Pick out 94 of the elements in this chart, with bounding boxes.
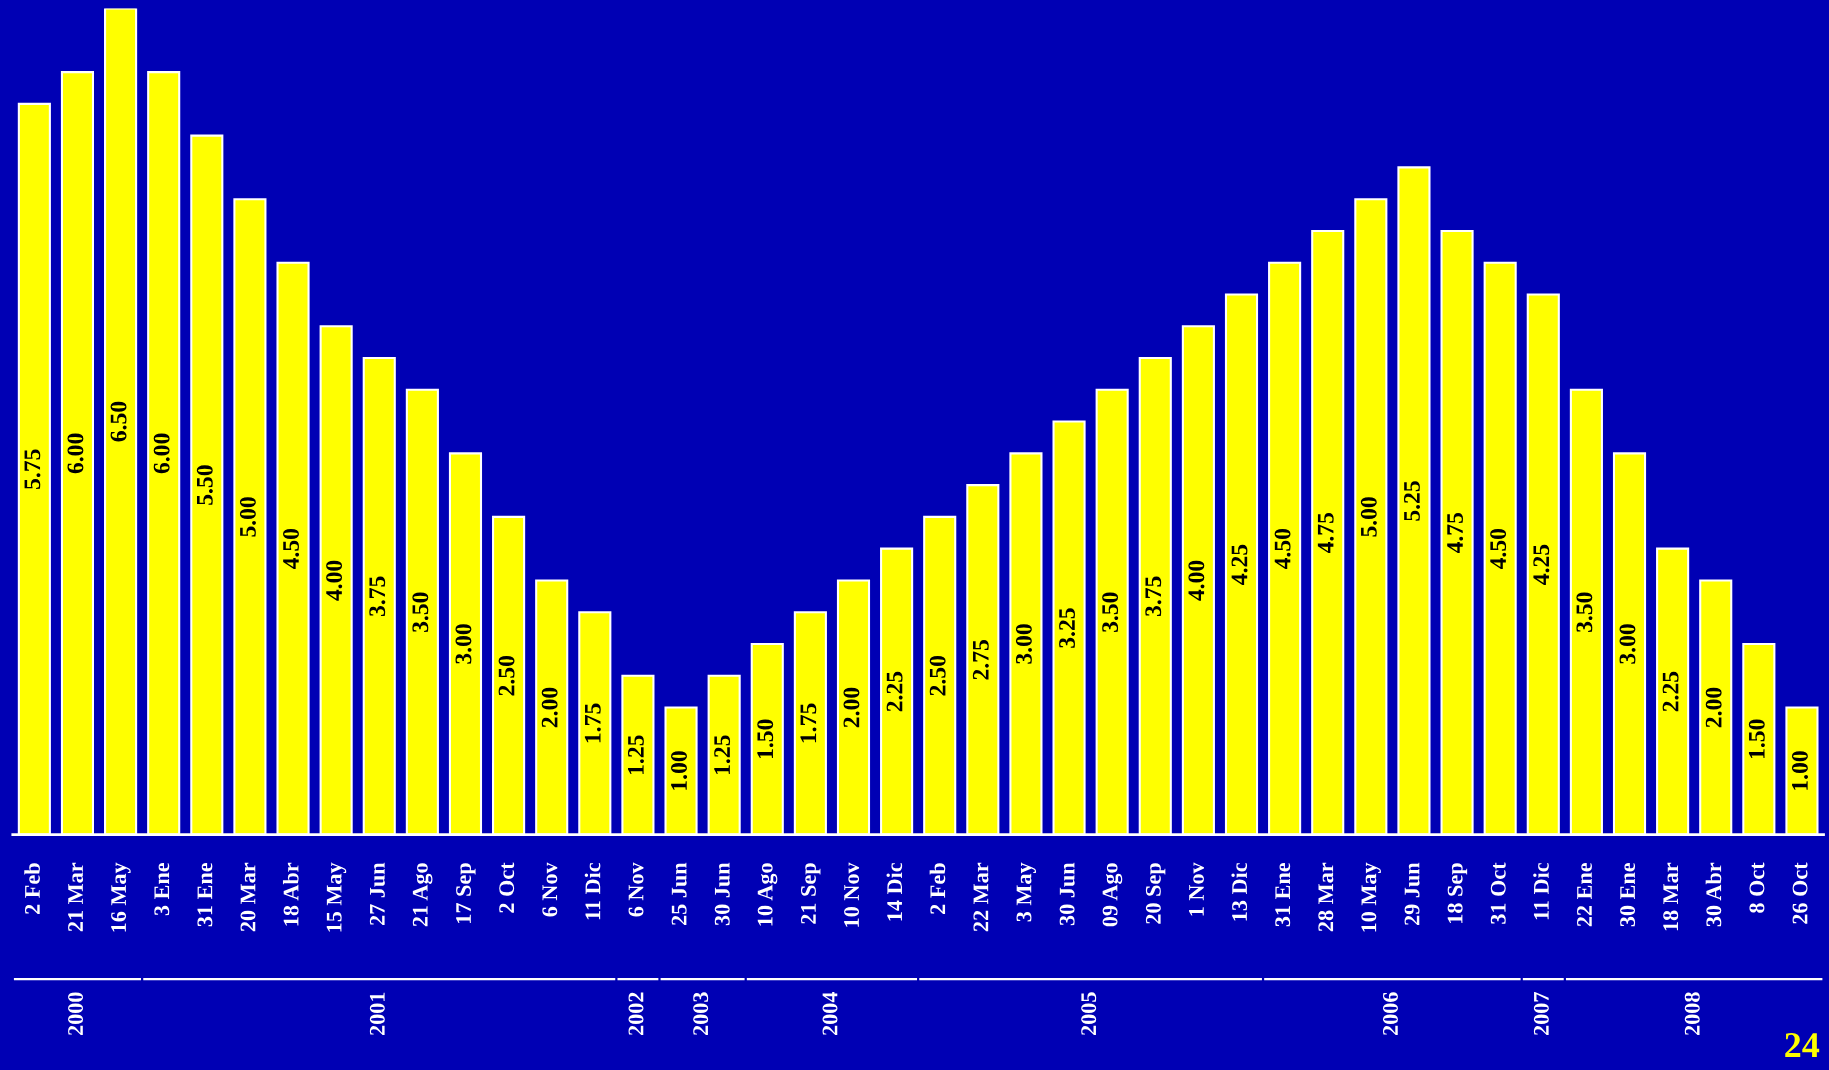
data-label: 2.50	[498, 655, 515, 696]
text: 2003	[693, 992, 709, 1036]
x-tick-label: 11 Dic	[584, 862, 601, 920]
x-tick-label: 6 Nov	[628, 862, 644, 917]
data-label: 3.00	[455, 624, 472, 664]
x-tick-label: 18 Abr	[282, 862, 299, 926]
x-tick-label: 13 Dic	[1231, 862, 1248, 921]
data-label: 1.00	[671, 751, 688, 790]
x-tick-label: 30 Jun	[1059, 862, 1075, 926]
x-tick-label: 31 Ene	[197, 862, 213, 927]
data-label: 2.75	[972, 640, 989, 680]
x-tick-label: 22 Mar	[973, 862, 989, 932]
x-tick-label: 27 Jun	[369, 862, 385, 926]
x-tick-label: 18 Sep	[1447, 863, 1468, 923]
x-tick-label: 10 Ago	[757, 863, 778, 926]
data-label: 3.75	[369, 576, 386, 617]
x-tick-label: 26 Oct	[1792, 862, 1808, 924]
x-tick-label: 3 Ene	[154, 862, 170, 916]
data-label: 2.00	[843, 687, 860, 728]
data-label: 4.50	[283, 528, 300, 569]
text: 2002	[628, 992, 644, 1036]
x-tick-label: 2 Feb	[24, 863, 40, 914]
data-label: 4.50	[1274, 528, 1291, 569]
data-label: 5.00	[239, 497, 256, 537]
x-tick-label: 3 May	[1016, 862, 1037, 922]
x-tick-label: 14 Dic	[886, 862, 903, 921]
x-tick-label: 29 Jun	[1404, 862, 1420, 926]
x-tick-label: 30 Ene	[1620, 862, 1636, 927]
x-tick-label: 8 Oct	[1749, 862, 1765, 913]
x-tick-label: 31 Oct	[1490, 862, 1506, 924]
data-label: 5.50	[196, 465, 213, 505]
text: 2008	[1684, 992, 1700, 1036]
data-label: 4.75	[1317, 512, 1334, 554]
data-label: 1.25	[627, 735, 644, 774]
x-tick-label: 15 May	[326, 862, 347, 932]
text: 2000	[68, 992, 84, 1036]
x-tick-label: 6 Nov	[542, 862, 558, 917]
x-tick-label: 17 Sep	[456, 863, 476, 923]
x-tick-label: 20 Mar	[240, 862, 256, 932]
x-tick-label: 1 Nov	[1189, 862, 1204, 916]
x-tick-label: 10 May	[1361, 862, 1381, 932]
text: 24	[1785, 1033, 1820, 1057]
data-label: 3.00	[1015, 624, 1032, 664]
data-label: 1.25	[714, 735, 731, 774]
x-tick-label: 30 Jun	[714, 862, 730, 926]
data-label: 3.00	[1619, 624, 1636, 664]
data-label: 3.75	[1145, 576, 1162, 617]
data-label: 4.25	[1533, 544, 1550, 585]
x-tick-label: 21 Ago	[412, 863, 433, 927]
data-label: 6.00	[67, 433, 84, 474]
data-label: 4.00	[1188, 560, 1205, 601]
x-tick-label: 30 Abr	[1705, 862, 1722, 927]
x-tick-label: 2 Feb	[929, 863, 946, 914]
x-tick-label: 2 Oct	[499, 862, 515, 913]
data-label: 5.00	[1360, 497, 1377, 537]
x-tick-label: 21 Sep	[801, 863, 821, 924]
data-label: 2.00	[1705, 687, 1722, 728]
data-label: 4.00	[326, 560, 343, 601]
data-label: 3.50	[1576, 592, 1593, 632]
x-tick-label: 18 Mar	[1663, 862, 1679, 931]
x-tick-label: 11 Dic	[1533, 862, 1549, 920]
x-tick-label: 09 Ago	[1102, 863, 1123, 927]
data-label: 1.75	[584, 703, 601, 743]
text: 2004	[822, 991, 838, 1036]
x-tick-label: 16 May	[111, 862, 131, 932]
data-label: 6.00	[153, 433, 170, 474]
data-label: 3.50	[412, 592, 429, 632]
x-tick-label: 28 Mar	[1318, 862, 1334, 932]
x-tick-label: 25 Jun	[671, 862, 687, 926]
x-tick-label: 31 Ene	[1275, 862, 1291, 927]
data-label: 2.50	[929, 655, 946, 696]
x-tick-label: 20 Sep	[1145, 863, 1166, 924]
x-tick-label: 21 Mar	[68, 862, 84, 932]
data-label: 2.25	[886, 671, 903, 712]
text: 2005	[1081, 992, 1097, 1036]
data-label: 2.00	[541, 687, 558, 728]
data-label: 1.50	[757, 719, 774, 759]
text: 2001	[369, 992, 385, 1036]
data-label: 4.50	[1490, 528, 1507, 569]
text: 2007	[1533, 992, 1549, 1036]
data-label: 5.75	[24, 449, 41, 489]
data-label: 1.75	[800, 703, 817, 743]
data-label: 6.50	[110, 401, 127, 442]
data-label: 4.75	[1447, 512, 1464, 554]
text: 2006	[1382, 992, 1398, 1036]
data-label: 4.25	[1231, 544, 1248, 585]
data-label: 2.25	[1662, 671, 1679, 712]
data-label: 1.00	[1791, 751, 1808, 790]
data-label: 3.50	[1102, 592, 1119, 632]
data-label: 3.25	[1059, 608, 1076, 648]
data-label: 5.25	[1403, 481, 1420, 521]
x-tick-label: 22 Ene	[1577, 862, 1592, 927]
x-tick-label: 10 Nov	[844, 862, 860, 927]
data-label: 1.50	[1748, 719, 1765, 759]
